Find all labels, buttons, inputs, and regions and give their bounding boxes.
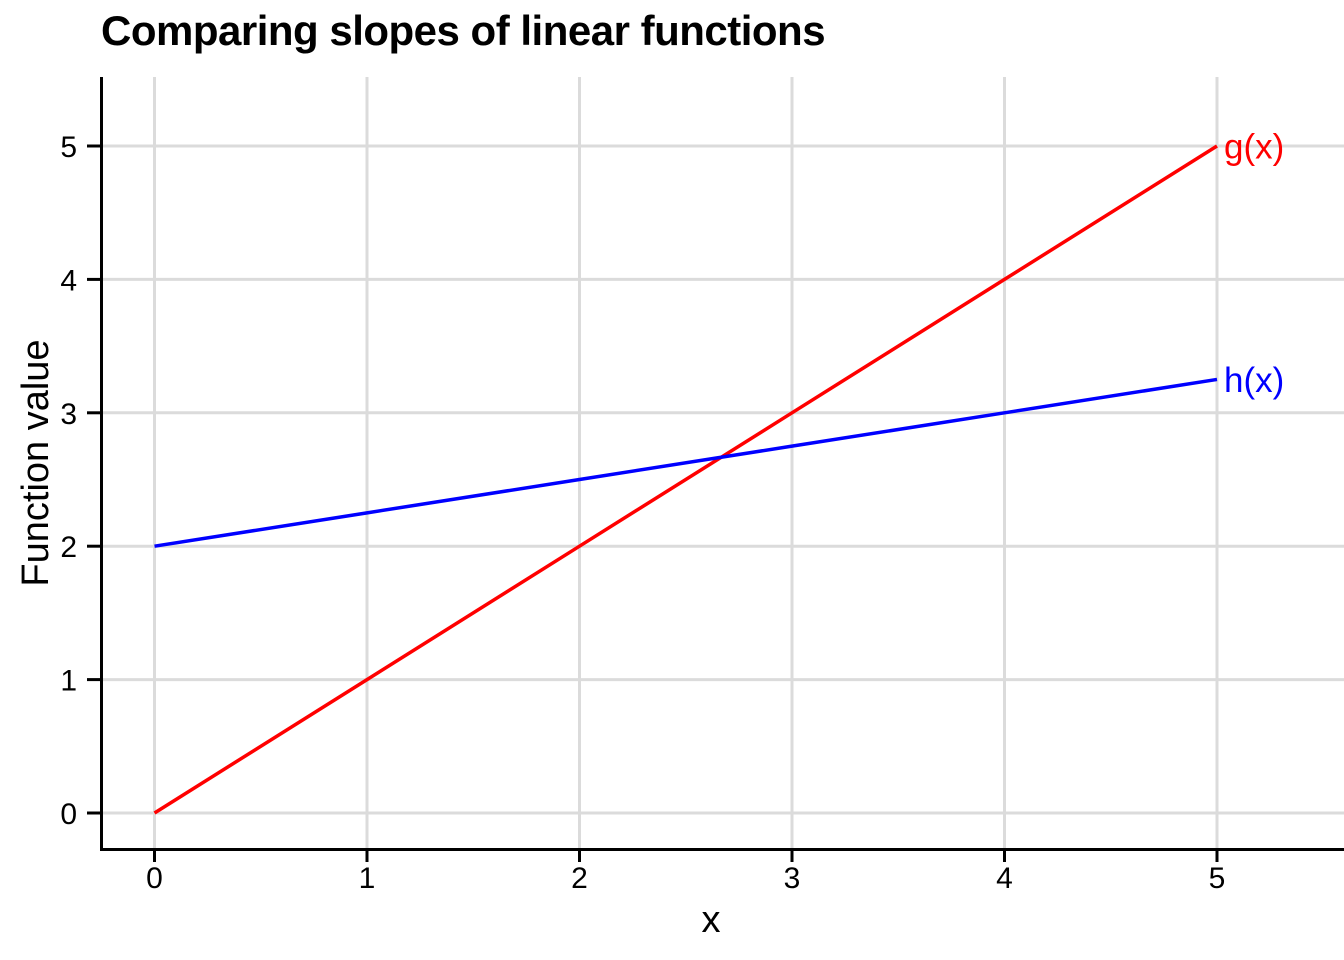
axis-layer — [87, 77, 1344, 862]
series-line-gx — [153, 144, 1218, 815]
tick-label-x-0: 0 — [146, 862, 163, 895]
tick-label-x-2: 2 — [571, 862, 588, 895]
tick-label-y-2: 2 — [60, 531, 77, 564]
x-axis-title: x — [702, 899, 721, 941]
tick-label-x-1: 1 — [359, 862, 376, 895]
series-label-hx: h(x) — [1224, 361, 1284, 400]
tick-label-y-5: 5 — [60, 131, 77, 164]
tick-label-y-4: 4 — [60, 264, 77, 297]
tick-label-y-0: 0 — [60, 798, 77, 831]
tick-label-y-1: 1 — [60, 665, 77, 698]
tick-label-y-3: 3 — [60, 398, 77, 431]
grid-layer — [101, 77, 1344, 850]
series-layer: g(x) h(x) — [153, 128, 1284, 815]
tick-label-x-4: 4 — [996, 862, 1013, 895]
tick-label-x-5: 5 — [1209, 862, 1226, 895]
series-line-hx — [154, 377, 1218, 548]
tick-label-x-3: 3 — [784, 862, 801, 895]
chart-title: Comparing slopes of linear functions — [101, 7, 826, 54]
y-axis-title: Function value — [15, 339, 57, 586]
tick-label-layer: 0 1 2 3 4 5 0 1 2 3 4 5 — [60, 131, 1225, 895]
series-label-gx: g(x) — [1224, 128, 1284, 167]
